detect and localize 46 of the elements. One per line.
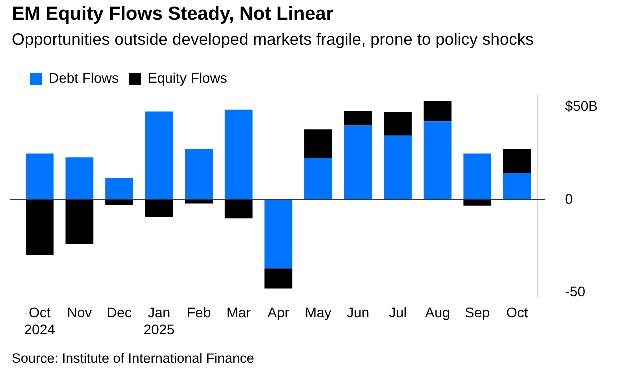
legend-label: Equity Flows	[148, 70, 228, 86]
x-tick-label: Dec	[107, 304, 132, 321]
x-tick-label: Mar	[226, 304, 252, 321]
x-tick-label: Aug	[425, 304, 450, 321]
chart-subtitle: Opportunities outside developed markets fragile, prone to policy shocks	[12, 31, 534, 50]
bar	[304, 130, 332, 158]
y-tick-label: -50	[565, 284, 586, 300]
bar	[66, 158, 94, 200]
chart-title: EM Equity Flows Steady, Not Linear	[12, 4, 334, 26]
bar	[464, 154, 492, 200]
bar	[66, 200, 94, 244]
x-tick-label: Jun	[346, 304, 370, 321]
bar	[264, 200, 293, 269]
bar	[106, 178, 134, 200]
bar	[503, 149, 532, 174]
x-tick-label: May	[305, 304, 332, 321]
x-tick-label: Feb	[187, 304, 212, 321]
x-tick-label: Oct 2024	[24, 304, 56, 338]
x-tick-label: Sep	[465, 304, 490, 321]
y-tick-label: $50B	[565, 98, 598, 114]
y-tick-label: 0	[565, 190, 574, 207]
bar	[224, 110, 253, 200]
bar	[304, 158, 332, 200]
bar	[145, 112, 174, 200]
bar	[464, 200, 492, 206]
x-tick-label: Oct	[506, 304, 528, 321]
bar	[106, 200, 134, 206]
x-tick-label: Apr	[268, 304, 290, 321]
bar	[264, 268, 293, 289]
x-tick-label: Jan 2025	[144, 304, 176, 338]
bar	[26, 200, 54, 256]
x-tick-label: Jul	[389, 304, 407, 321]
bar	[185, 149, 213, 200]
bar	[344, 126, 372, 200]
source-note: Source: Institute of International Finance	[12, 351, 254, 366]
bar	[424, 122, 452, 200]
bar	[384, 136, 412, 200]
bar	[145, 200, 174, 218]
x-tick-label: Nov	[67, 304, 92, 321]
bar	[224, 200, 253, 219]
bar	[344, 111, 372, 126]
bar	[26, 154, 54, 200]
bar	[384, 112, 412, 136]
legend-label: Debt Flows	[49, 70, 120, 86]
bar	[503, 174, 532, 200]
bar	[424, 101, 452, 122]
